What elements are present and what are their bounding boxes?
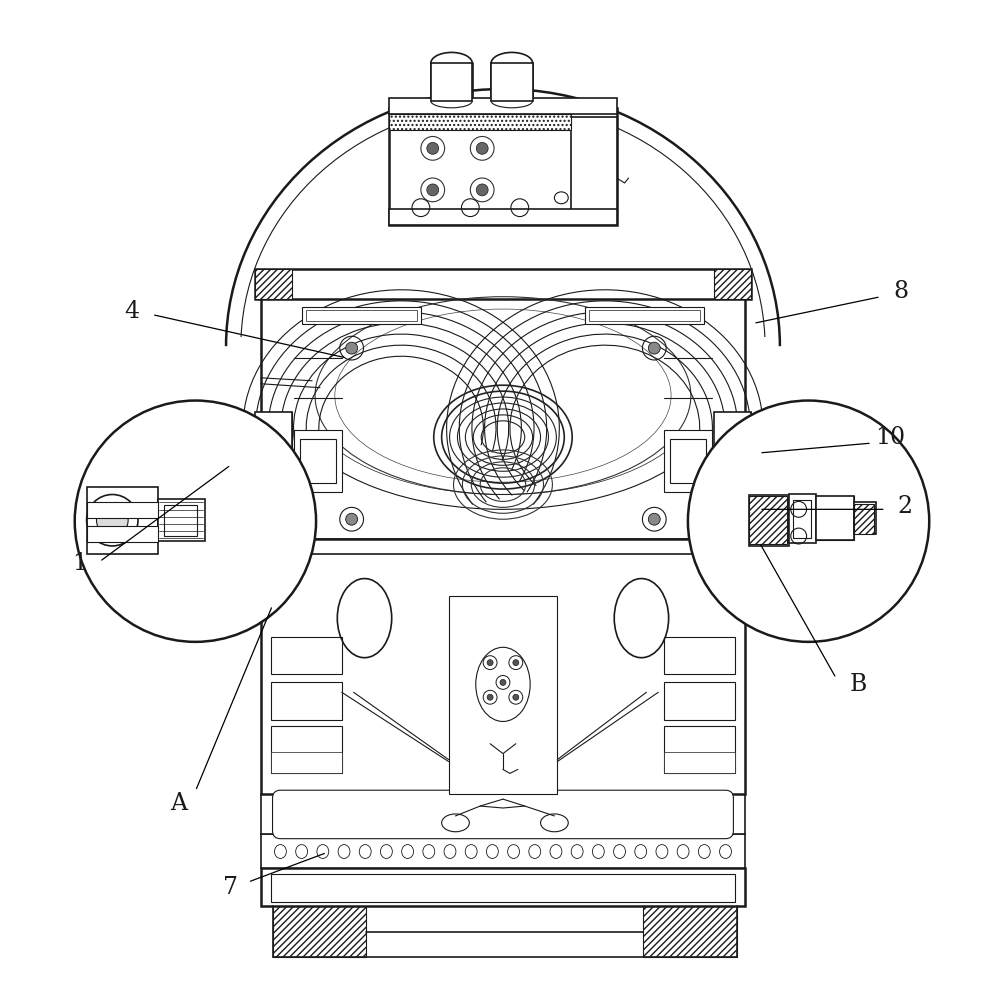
Bar [793, 500, 811, 538]
Bar [294, 430, 342, 492]
Bar [261, 294, 745, 539]
Circle shape [75, 401, 316, 642]
Bar [491, 63, 533, 101]
Bar [664, 682, 735, 720]
Bar [816, 496, 854, 540]
Text: 10: 10 [876, 425, 906, 449]
Bar [271, 637, 342, 674]
Bar [271, 726, 342, 773]
Bar [749, 494, 789, 546]
Circle shape [688, 401, 929, 642]
Bar [714, 269, 751, 299]
Bar [749, 496, 787, 544]
Text: B: B [849, 673, 867, 696]
Bar [589, 310, 700, 321]
Bar [164, 505, 197, 536]
Circle shape [346, 513, 358, 525]
Text: 2: 2 [898, 494, 913, 518]
Bar [571, 117, 617, 216]
Bar [389, 114, 571, 130]
Circle shape [96, 504, 128, 536]
Text: 7: 7 [223, 875, 238, 899]
Bar [854, 502, 876, 534]
Circle shape [476, 142, 488, 154]
Circle shape [427, 184, 439, 196]
Bar [302, 307, 421, 324]
Circle shape [648, 513, 660, 525]
Bar [389, 98, 617, 114]
Bar [87, 502, 158, 518]
Bar [664, 726, 735, 773]
Bar [273, 906, 366, 957]
Circle shape [487, 660, 493, 666]
Bar [261, 834, 745, 868]
Circle shape [346, 342, 358, 354]
Bar [643, 906, 737, 957]
Bar [585, 307, 704, 324]
Text: 1: 1 [72, 552, 87, 576]
Bar [271, 752, 342, 773]
Bar [714, 412, 751, 501]
Bar [261, 868, 745, 906]
Bar [431, 63, 472, 101]
Bar [571, 117, 617, 216]
Bar [389, 108, 617, 225]
Bar [670, 439, 706, 483]
Circle shape [513, 694, 519, 700]
Bar [300, 439, 336, 483]
Circle shape [648, 342, 660, 354]
Circle shape [500, 679, 506, 685]
Bar [664, 637, 735, 674]
Circle shape [476, 184, 488, 196]
Bar [306, 310, 417, 321]
Text: 4: 4 [125, 300, 140, 323]
Bar [255, 269, 751, 299]
Bar [87, 487, 158, 554]
Bar [854, 504, 874, 534]
Bar [449, 596, 557, 794]
Bar [158, 499, 205, 541]
FancyBboxPatch shape [273, 790, 733, 839]
Bar [255, 269, 292, 299]
Bar [271, 682, 342, 720]
Circle shape [427, 142, 439, 154]
Bar [664, 430, 712, 492]
Bar [271, 874, 735, 902]
Bar [664, 752, 735, 773]
Bar [87, 526, 158, 542]
Text: A: A [170, 791, 187, 815]
Bar [261, 522, 745, 794]
Bar [714, 412, 751, 501]
Text: 8: 8 [893, 280, 908, 304]
Circle shape [487, 694, 493, 700]
Bar [255, 412, 292, 501]
Bar [255, 412, 292, 501]
Bar [389, 209, 617, 225]
Circle shape [513, 660, 519, 666]
Bar [816, 496, 854, 540]
Bar [789, 494, 816, 543]
Bar [261, 794, 745, 834]
